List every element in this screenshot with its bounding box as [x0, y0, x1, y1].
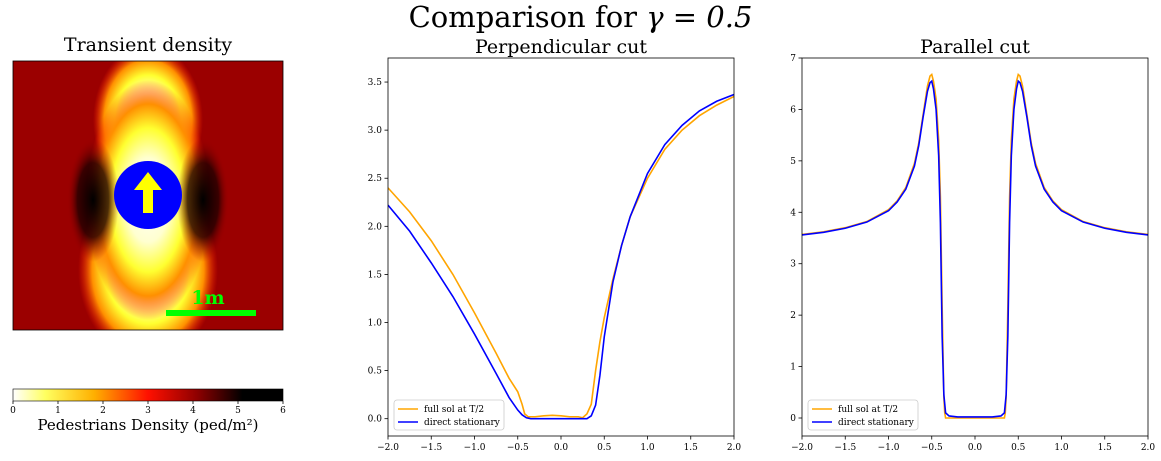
x-tick-label: −2.0: [791, 443, 813, 453]
x-tick-label: 2.0: [1141, 443, 1156, 453]
y-tick-label: 5: [790, 157, 796, 167]
y-tick-label: 4: [790, 208, 796, 218]
direction-arrow-icon: [134, 172, 162, 213]
x-tick-label: −0.5: [921, 443, 943, 453]
figure-title-text: Comparison for: [408, 0, 647, 34]
figure-title: Comparison for γ = 0.5: [0, 0, 1161, 34]
y-tick-label: 3: [790, 260, 796, 270]
heatmap-title: Transient density: [63, 34, 233, 56]
y-tick-label: 0.0: [368, 415, 383, 425]
y-tick-label: 0.5: [368, 367, 383, 377]
y-tick-label: 3.5: [368, 78, 383, 88]
x-tick-label: 1.0: [640, 443, 655, 453]
x-tick-label: −2.0: [377, 443, 399, 453]
x-tick-label: −1.5: [420, 443, 442, 453]
y-tick-label: 1: [790, 363, 796, 373]
colorbar-tick-label: 3: [145, 406, 151, 416]
colorbar-tick-label: 4: [190, 406, 196, 416]
y-tick-label: 1.0: [368, 319, 383, 329]
colorbar-tick-label: 2: [100, 406, 106, 416]
colorbar: 0 1 2 3 4 5 6: [10, 388, 286, 416]
chart-parallel-cut: Parallel cut −2.0 −1.5 −1.0 −0.5 0.0 0.5 1.0 1.5…: [790, 36, 1155, 453]
x-tick-label: 0.0: [554, 443, 569, 453]
series-line: [388, 95, 734, 419]
x-tick-label: 2.0: [727, 443, 742, 453]
chart-title: Perpendicular cut: [475, 36, 647, 58]
density-field: [13, 61, 283, 330]
x-tick-label: −0.5: [507, 443, 529, 453]
x-tick-label: 0.0: [968, 443, 983, 453]
colorbar-tick-label: 5: [235, 406, 241, 416]
series-line: [802, 79, 1148, 418]
chart-perpendicular-cut: Perpendicular cut −2.0 −1.5 −1.0 −0.5 0.0 0.5 1…: [368, 36, 742, 453]
colorbar-tick-label: 1: [55, 406, 61, 416]
legend-label: full sol at T/2: [424, 405, 484, 415]
legend-label: direct stationary: [838, 418, 915, 428]
colorbar-label: Pedestrians Density (ped/m²): [38, 416, 259, 434]
x-tick-label: 1.0: [1054, 443, 1069, 453]
legend: full sol at T/2 direct stationary: [807, 399, 919, 431]
y-tick-label: 2.5: [368, 174, 383, 184]
colorbar-tick-label: 6: [280, 406, 286, 416]
legend-label: direct stationary: [424, 418, 501, 428]
x-tick-label: 1.5: [684, 443, 699, 453]
x-tick-label: 1.5: [1098, 443, 1113, 453]
series-line: [802, 72, 1148, 419]
y-tick-label: 2.0: [368, 222, 383, 232]
x-tick-label: −1.5: [834, 443, 856, 453]
legend: full sol at T/2 direct stationary: [393, 399, 505, 431]
scale-label: 1m: [191, 287, 224, 309]
y-tick-label: 1.5: [368, 270, 383, 280]
colorbar-tick-label: 0: [10, 406, 16, 416]
y-tick-label: 3.0: [368, 126, 383, 136]
x-tick-label: −1.0: [464, 443, 486, 453]
legend-label: full sol at T/2: [838, 405, 898, 415]
figure-title-math: γ = 0.5: [646, 0, 753, 34]
plot-frame: [801, 57, 1149, 437]
y-tick-label: 2: [790, 311, 796, 321]
y-tick-label: 0: [790, 414, 796, 424]
x-tick-label: −1.0: [878, 443, 900, 453]
x-tick-label: 0.5: [1011, 443, 1026, 453]
plot-frame: [387, 57, 735, 437]
series-line: [388, 93, 734, 420]
chart-title: Parallel cut: [920, 36, 1030, 58]
y-tick-label: 7: [790, 54, 796, 64]
x-tick-label: 0.5: [597, 443, 612, 453]
y-tick-label: 6: [790, 105, 796, 115]
